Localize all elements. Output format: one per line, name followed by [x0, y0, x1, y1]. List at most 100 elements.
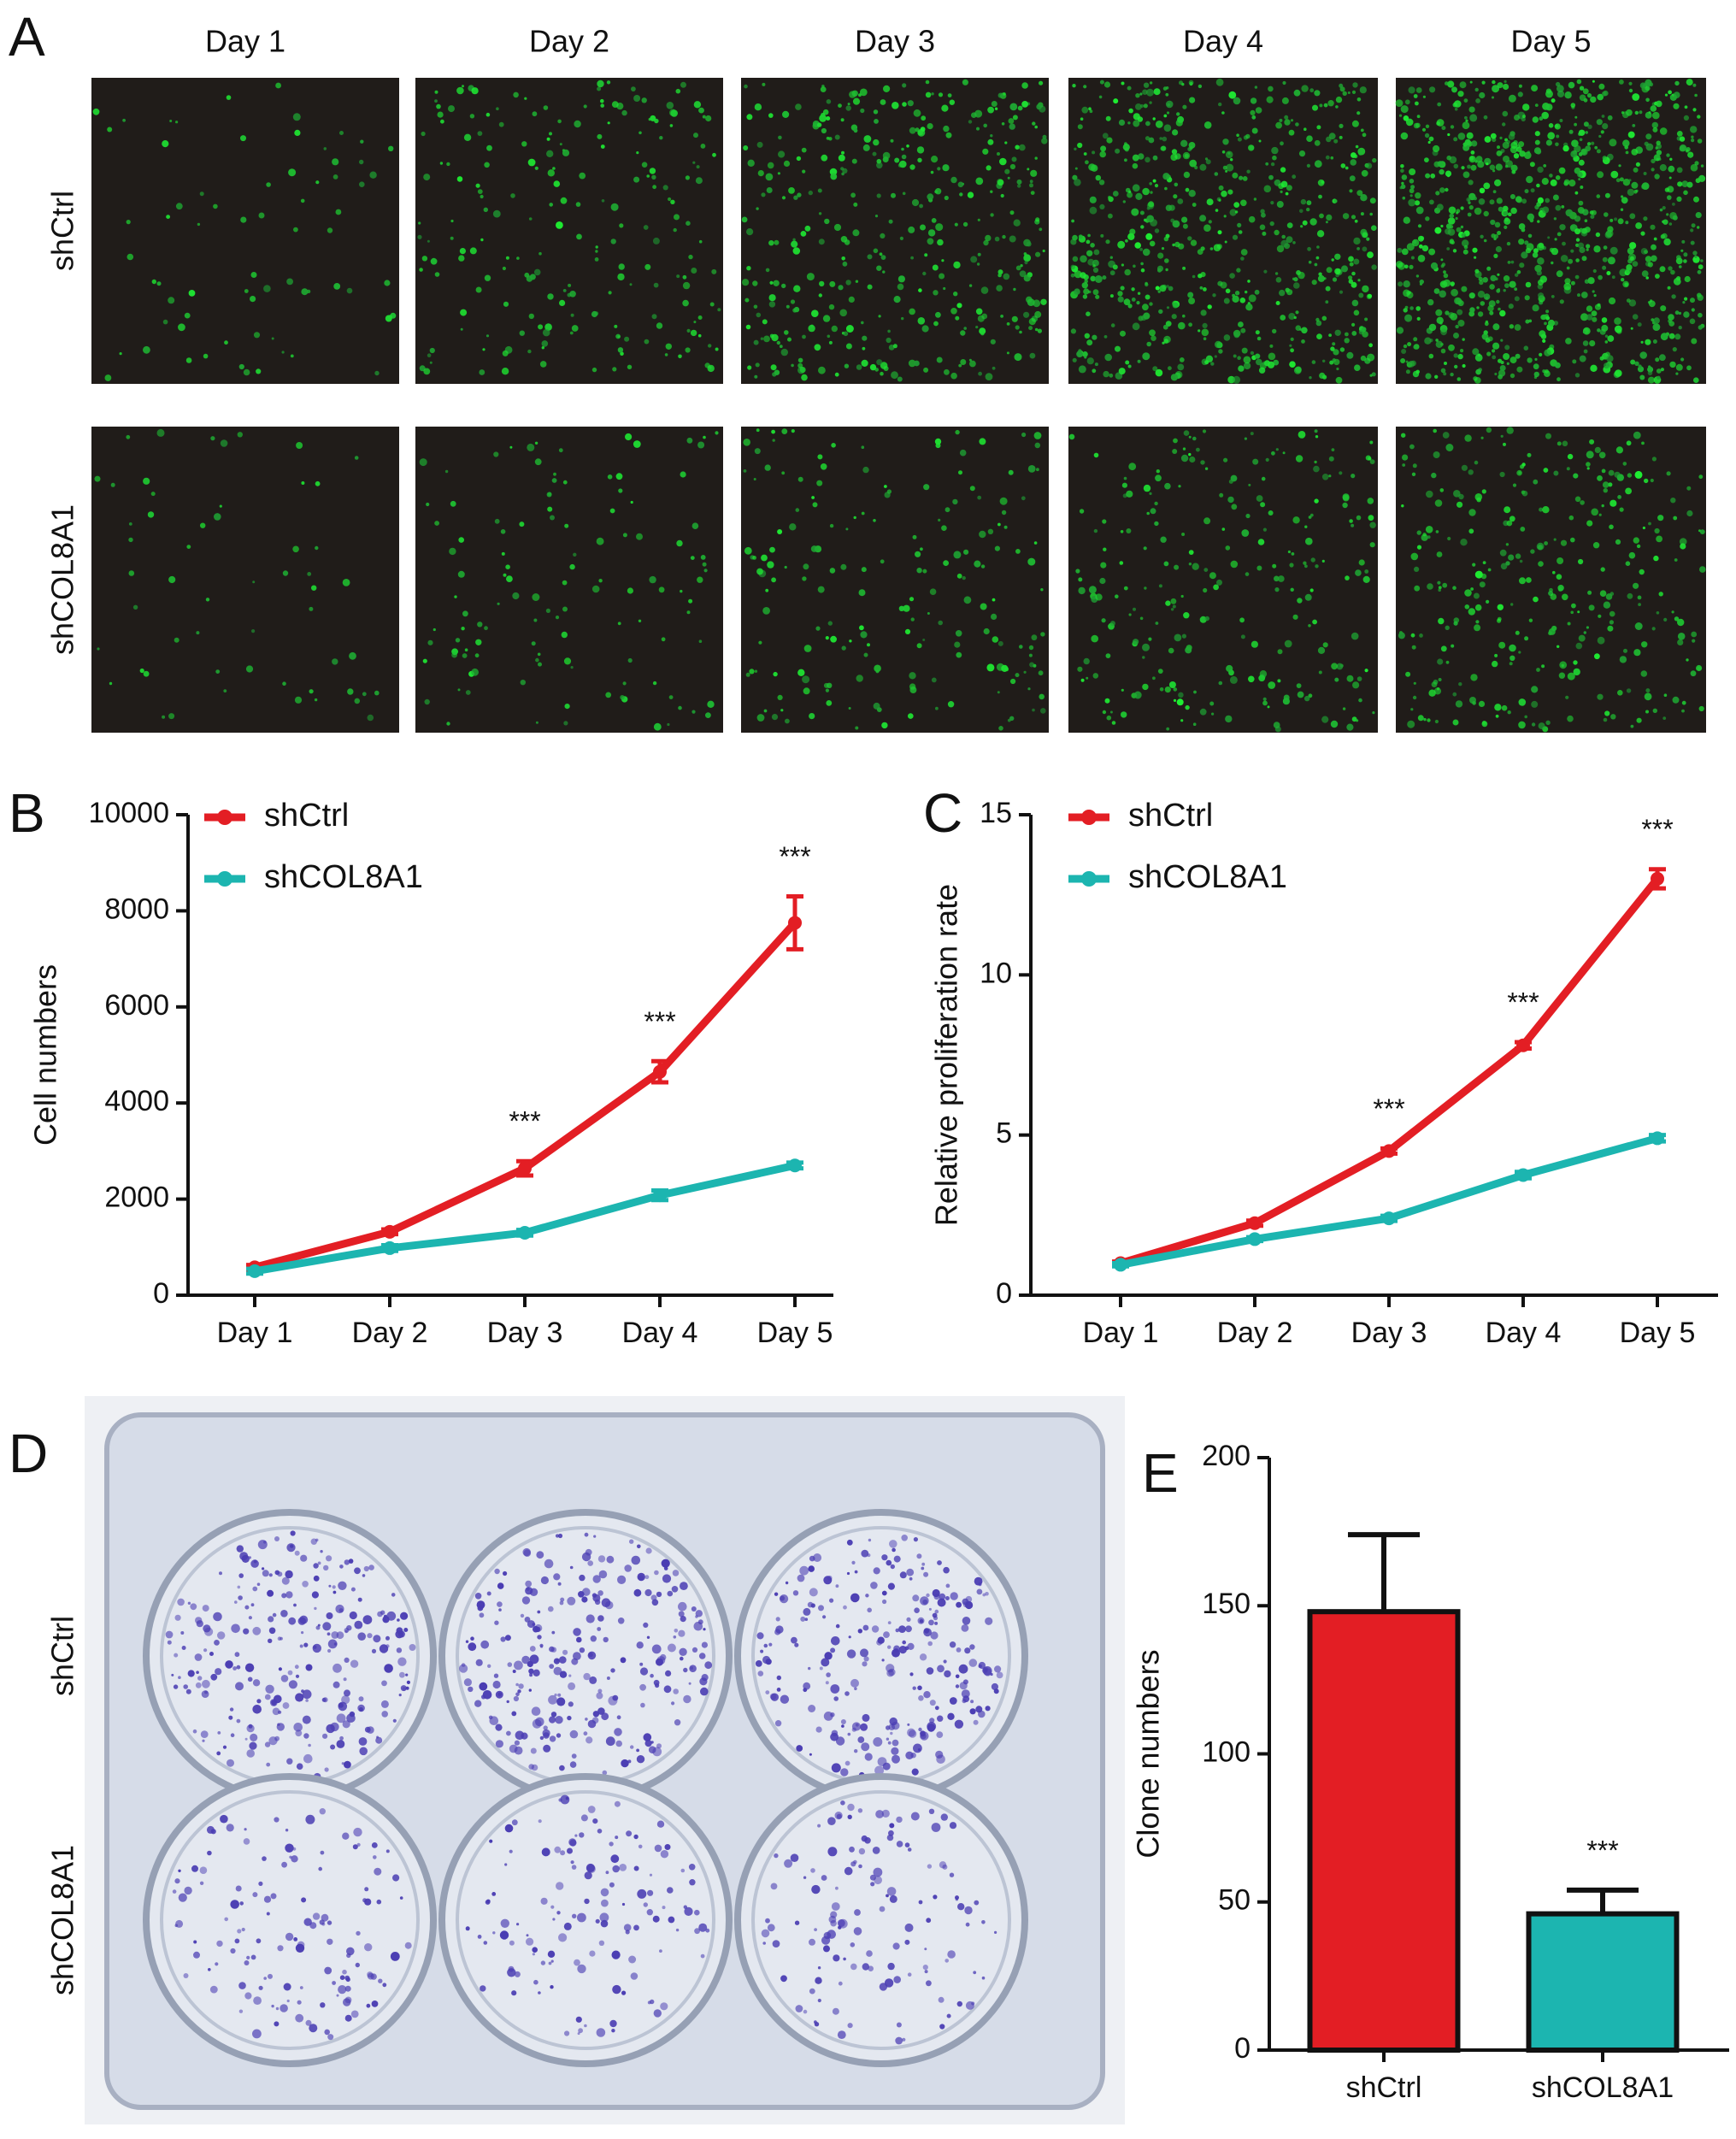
cell [1174, 241, 1180, 248]
point [1248, 1216, 1262, 1230]
colony [916, 1553, 922, 1559]
cell [1563, 282, 1572, 291]
cell [665, 343, 672, 350]
colony [865, 1594, 869, 1598]
cell [1693, 196, 1699, 203]
cell [827, 621, 833, 626]
cell [1170, 218, 1175, 223]
cell [744, 298, 750, 303]
cell [92, 108, 100, 115]
cell [1497, 273, 1500, 276]
cell [1543, 164, 1547, 168]
point [518, 1161, 532, 1176]
cell [1306, 135, 1313, 142]
cell [834, 372, 839, 377]
cell [873, 109, 879, 115]
colony [506, 1700, 509, 1704]
cell [1518, 721, 1526, 729]
cell [1078, 586, 1086, 595]
cell [1395, 99, 1404, 107]
cell [263, 285, 271, 292]
cell [1440, 258, 1444, 262]
colony [610, 1668, 615, 1673]
cell [1590, 215, 1595, 219]
cell [1458, 682, 1462, 686]
colony [961, 1624, 969, 1632]
cell [987, 106, 994, 114]
colony [532, 1947, 538, 1953]
cell [1439, 488, 1445, 492]
colony [270, 1893, 277, 1900]
cell [1601, 317, 1608, 323]
cell [1565, 338, 1572, 345]
cell [374, 690, 380, 696]
cell [128, 522, 132, 526]
row-label: shCtrl [45, 191, 80, 271]
cell [1411, 645, 1416, 650]
cell [1149, 329, 1156, 337]
cell [1690, 670, 1697, 677]
cell [281, 351, 285, 354]
cell [464, 648, 468, 651]
cell [1498, 307, 1501, 311]
cell [1492, 323, 1500, 331]
cell [1511, 169, 1516, 174]
cell [1698, 325, 1704, 330]
cell [743, 439, 750, 446]
cell [1678, 326, 1682, 330]
cell [1318, 670, 1322, 675]
colony [286, 1758, 293, 1765]
cell [238, 363, 244, 370]
cell [1339, 290, 1344, 294]
colony [784, 1859, 793, 1868]
cell [1082, 294, 1088, 299]
cell [1036, 103, 1042, 110]
colony [879, 1983, 888, 1991]
cell [1321, 180, 1325, 184]
cell [162, 319, 168, 325]
cell [1605, 229, 1614, 238]
cell [1092, 368, 1097, 374]
colony [601, 1899, 609, 1907]
cell [168, 297, 175, 304]
cell [1424, 133, 1430, 138]
cell [1040, 708, 1046, 714]
cell [1474, 604, 1482, 611]
cell [1499, 136, 1503, 139]
colony [683, 1667, 688, 1673]
cell [1547, 236, 1551, 239]
cell [1606, 355, 1614, 362]
colony [474, 1593, 482, 1600]
cell [498, 121, 504, 127]
colony [962, 1598, 969, 1606]
cell [831, 443, 836, 448]
cell [1692, 256, 1700, 263]
colony [606, 1676, 610, 1680]
cell [1271, 146, 1279, 155]
cell [1451, 86, 1457, 93]
cell [1334, 268, 1341, 275]
cell [1436, 203, 1444, 211]
cell [908, 359, 916, 368]
cell [1686, 149, 1689, 153]
cell [917, 317, 926, 325]
colony [704, 1661, 713, 1670]
cell [1515, 273, 1519, 277]
cell [1321, 474, 1329, 480]
colony [775, 1617, 780, 1622]
colony [583, 1672, 591, 1681]
cell [1672, 203, 1675, 206]
panel-letter: A [9, 6, 45, 68]
cell [1684, 275, 1691, 283]
cell [1689, 318, 1696, 325]
colony [808, 1565, 815, 1572]
colony [597, 1688, 603, 1694]
cell [1081, 282, 1089, 289]
cell [1541, 314, 1547, 320]
cell [1555, 175, 1561, 180]
cell [1250, 109, 1256, 115]
cell [975, 177, 984, 186]
colony [660, 1850, 669, 1859]
cell [1489, 199, 1495, 205]
cell [460, 309, 468, 316]
